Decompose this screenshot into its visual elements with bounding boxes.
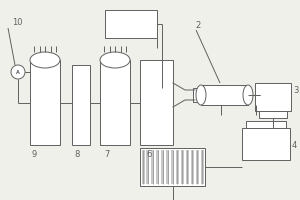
- Bar: [200, 150, 203, 184]
- Bar: [201, 85, 248, 105]
- Text: 2: 2: [195, 21, 200, 30]
- Bar: [193, 88, 201, 102]
- Bar: [255, 83, 291, 111]
- Text: 6: 6: [146, 150, 152, 159]
- Bar: [181, 150, 184, 184]
- Bar: [191, 150, 194, 184]
- Ellipse shape: [196, 85, 206, 105]
- Bar: [156, 150, 159, 184]
- Text: 8: 8: [74, 150, 80, 159]
- Bar: [105, 10, 157, 38]
- Bar: [161, 150, 164, 184]
- Bar: [186, 150, 189, 184]
- Bar: [100, 60, 130, 145]
- Bar: [72, 65, 90, 145]
- Circle shape: [11, 65, 25, 79]
- Text: A: A: [16, 70, 20, 74]
- Bar: [140, 60, 173, 145]
- Bar: [176, 150, 179, 184]
- Text: 4: 4: [292, 141, 297, 150]
- Bar: [242, 128, 290, 160]
- Bar: [146, 150, 149, 184]
- Ellipse shape: [100, 52, 130, 68]
- Bar: [171, 150, 174, 184]
- Bar: [151, 150, 154, 184]
- Bar: [140, 148, 205, 186]
- Text: 7: 7: [104, 150, 110, 159]
- Text: 9: 9: [32, 150, 37, 159]
- Bar: [30, 60, 60, 145]
- Bar: [259, 111, 287, 118]
- Text: 3: 3: [293, 86, 298, 95]
- Text: 10: 10: [12, 18, 22, 27]
- Ellipse shape: [30, 52, 60, 68]
- Bar: [196, 150, 199, 184]
- Bar: [246, 121, 286, 128]
- Bar: [142, 150, 145, 184]
- Bar: [166, 150, 169, 184]
- Ellipse shape: [243, 85, 253, 105]
